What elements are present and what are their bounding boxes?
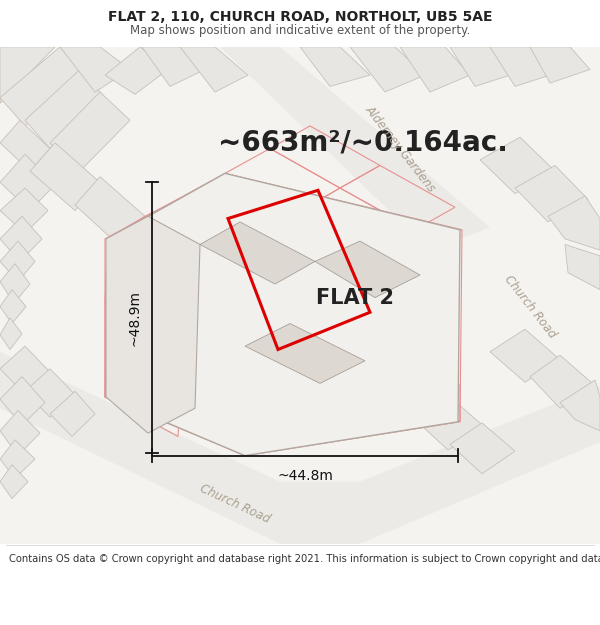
- Polygon shape: [0, 120, 50, 171]
- Polygon shape: [450, 47, 510, 86]
- Polygon shape: [200, 222, 315, 284]
- Polygon shape: [560, 380, 600, 431]
- Text: Map shows position and indicative extent of the property.: Map shows position and indicative extent…: [130, 24, 470, 36]
- Polygon shape: [490, 47, 550, 86]
- Polygon shape: [350, 47, 425, 92]
- Polygon shape: [0, 47, 55, 103]
- Text: ~663m²/~0.164ac.: ~663m²/~0.164ac.: [218, 129, 508, 157]
- Polygon shape: [0, 241, 35, 282]
- Polygon shape: [180, 47, 248, 92]
- Polygon shape: [245, 324, 365, 383]
- Polygon shape: [415, 397, 485, 450]
- Polygon shape: [300, 47, 370, 86]
- Polygon shape: [0, 346, 50, 395]
- Polygon shape: [0, 216, 42, 261]
- Polygon shape: [50, 92, 130, 171]
- Polygon shape: [60, 47, 130, 92]
- Text: Alderney Gardens: Alderney Gardens: [362, 102, 438, 194]
- Text: Church Road: Church Road: [502, 272, 559, 341]
- Polygon shape: [75, 177, 145, 244]
- Text: Church Road: Church Road: [198, 482, 272, 526]
- Polygon shape: [480, 138, 555, 194]
- Polygon shape: [105, 47, 168, 94]
- Polygon shape: [0, 154, 55, 211]
- Polygon shape: [30, 143, 100, 211]
- Polygon shape: [105, 182, 455, 453]
- Polygon shape: [0, 289, 26, 324]
- Text: Contains OS data © Crown copyright and database right 2021. This information is : Contains OS data © Crown copyright and d…: [9, 554, 600, 564]
- Polygon shape: [0, 411, 40, 456]
- Polygon shape: [0, 264, 30, 303]
- Polygon shape: [530, 355, 595, 408]
- Polygon shape: [0, 318, 22, 349]
- Text: ~48.9m: ~48.9m: [128, 290, 142, 346]
- Polygon shape: [315, 241, 420, 298]
- Polygon shape: [50, 391, 95, 436]
- Polygon shape: [106, 216, 200, 433]
- Polygon shape: [25, 369, 75, 418]
- Polygon shape: [0, 47, 85, 126]
- Polygon shape: [25, 69, 105, 149]
- Polygon shape: [530, 47, 590, 83]
- Text: ~44.8m: ~44.8m: [277, 469, 333, 483]
- Polygon shape: [490, 329, 560, 382]
- Text: FLAT 2, 110, CHURCH ROAD, NORTHOLT, UB5 5AE: FLAT 2, 110, CHURCH ROAD, NORTHOLT, UB5 …: [108, 10, 492, 24]
- Polygon shape: [565, 244, 600, 289]
- Polygon shape: [0, 440, 35, 478]
- Polygon shape: [0, 352, 600, 544]
- Polygon shape: [450, 423, 515, 474]
- Polygon shape: [106, 173, 460, 456]
- Polygon shape: [0, 465, 28, 499]
- Polygon shape: [400, 47, 470, 92]
- Polygon shape: [220, 47, 490, 250]
- Polygon shape: [142, 47, 205, 86]
- Polygon shape: [0, 188, 48, 233]
- Text: FLAT 2: FLAT 2: [316, 288, 394, 308]
- Polygon shape: [0, 377, 45, 425]
- Polygon shape: [548, 196, 600, 250]
- Polygon shape: [515, 166, 588, 222]
